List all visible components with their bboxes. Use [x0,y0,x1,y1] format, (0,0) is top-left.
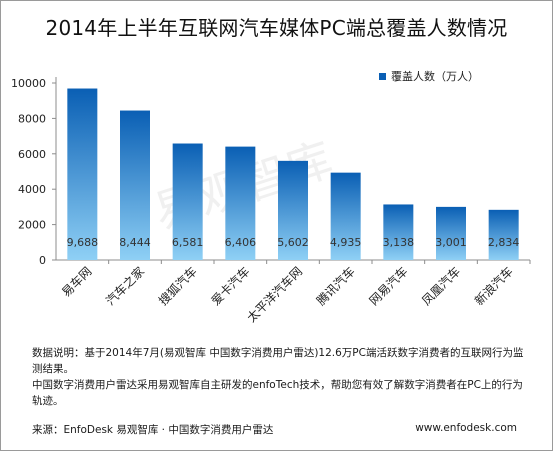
chart-title: 2014年上半年互联网汽车媒体PC端总覆盖人数情况 [45,16,508,40]
bar-value-label: 9,688 [67,236,99,249]
legend-swatch [379,72,386,80]
bar [225,146,256,260]
x-tick-label: 网易汽车 [366,264,411,309]
bar [330,172,361,260]
bar-value-label: 6,406 [225,236,257,249]
y-tick-label: 2000 [18,219,46,232]
bar-value-label: 3,138 [383,236,415,249]
x-tick-label: 腾讯汽车 [313,264,358,309]
x-tick-label: 凤凰汽车 [419,264,464,309]
y-tick-label: 6000 [18,148,46,161]
x-tick-label: 搜狐汽车 [155,264,200,309]
bar-value-label: 6,581 [172,236,204,249]
bar [383,204,414,260]
bar-value-label: 8,444 [119,236,151,249]
bar [436,206,466,260]
legend: 覆盖人数（万人） [379,68,479,84]
bars: 9,688 8,444 6,581 6,406 5,602 4,935 3,138 3,001… [67,88,520,260]
bar [120,110,150,260]
y-axis: 0 2000 4000 6000 8000 10000 [11,77,57,267]
y-tick-label: 8000 [18,112,46,125]
bar-value-label: 3,001 [435,236,467,249]
y-tick-label: 0 [39,254,46,267]
y-tick-label: 4000 [18,183,46,196]
data-note: 数据说明：基于2014年7月(易观智库 中国数字消费用户雷达)12.6万PC端活… [32,345,532,409]
bar [278,160,308,260]
bar-value-label: 4,935 [330,236,362,249]
source-text: 来源：EnfoDesk 易观智库 · 中国数字消费用户雷达 [32,424,274,436]
bar [67,88,98,260]
note-line-1: 数据说明：基于2014年7月(易观智库 中国数字消费用户雷达)12.6万PC端活… [32,347,524,375]
bar [172,143,203,260]
x-tick-label: 易车网 [58,264,94,300]
bar-chart: 0 2000 4000 6000 8000 10000 易车网 汽车之家 搜狐汽车 爱卡汽车太平… [11,77,531,326]
x-tick-label: 汽车之家 [103,264,148,309]
legend-label: 覆盖人数（万人） [391,70,479,83]
note-line-2: 中国数字消费用户雷达采用易观智库自主研发的enfoTech技术，帮助您有效了解数… [32,379,523,407]
website-text: www.enfodesk.com [415,422,517,434]
bar [488,209,519,260]
x-tick-label: 太平洋汽车网 [244,264,306,326]
x-tick-label: 新浪汽车 [471,264,516,309]
bar-value-label: 2,834 [488,236,520,249]
x-tick-label: 爱卡汽车 [208,264,253,309]
y-tick-label: 10000 [11,77,46,90]
bar-value-label: 5,602 [277,236,309,249]
